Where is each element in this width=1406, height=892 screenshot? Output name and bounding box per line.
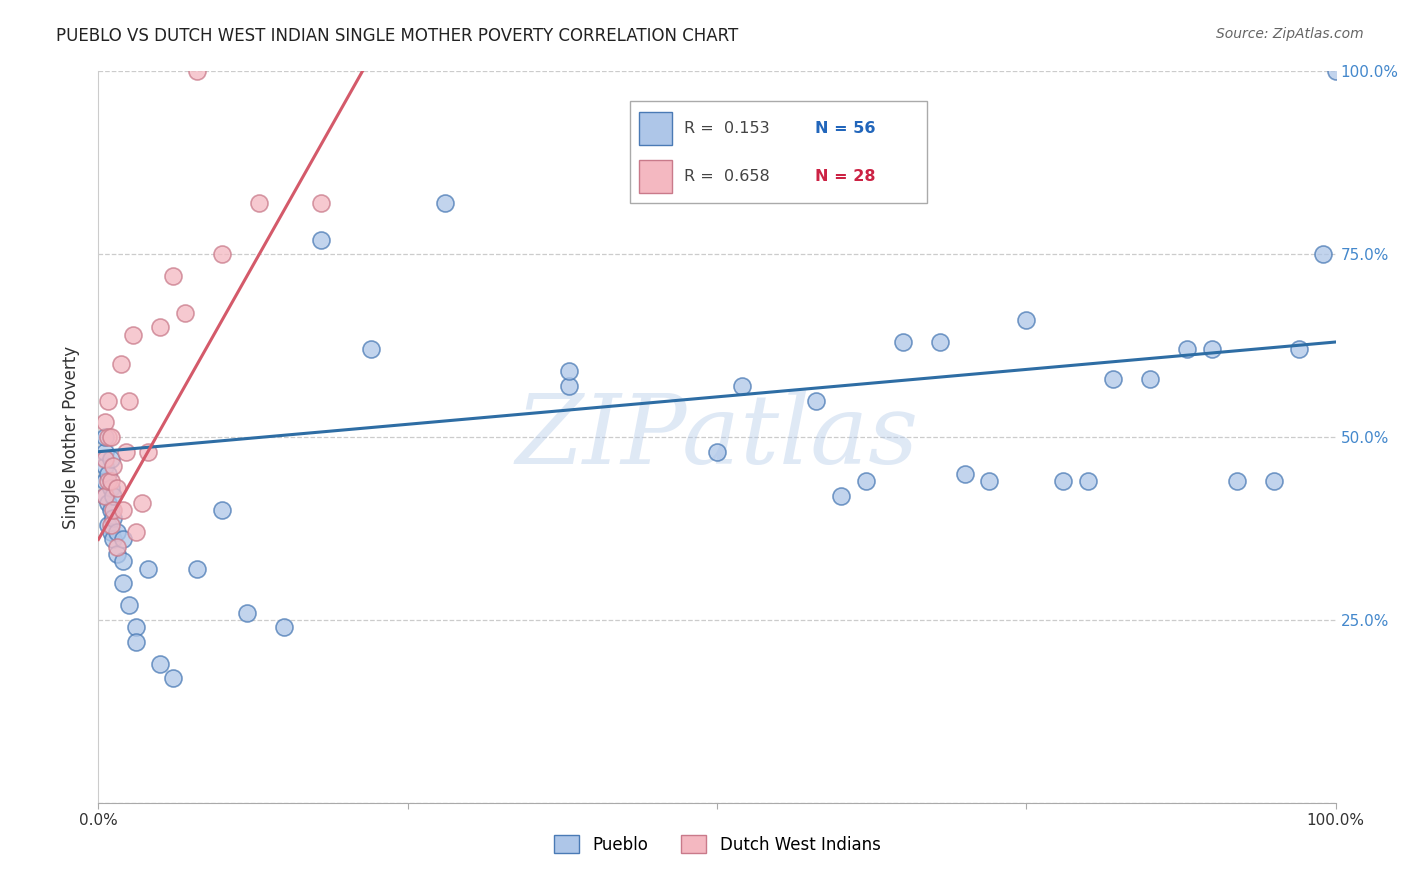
Point [97, 393, 120, 408]
Point [93, 489, 115, 503]
Point [122, 327, 145, 342]
Point [731, 379, 754, 393]
Point [236, 606, 259, 620]
Point [124, 525, 146, 540]
Point [706, 444, 728, 458]
Point [97, 517, 120, 532]
Point [149, 320, 172, 334]
Point [928, 334, 950, 349]
Point [110, 357, 132, 371]
Point [97, 430, 120, 444]
Point [93, 416, 115, 430]
Point [105, 547, 128, 561]
Point [1139, 371, 1161, 385]
Point [93, 452, 115, 467]
Point [100, 430, 122, 444]
Point [1052, 474, 1074, 488]
Point [1201, 343, 1223, 357]
Point [855, 474, 877, 488]
Point [891, 334, 914, 349]
Point [557, 379, 579, 393]
Text: Source: ZipAtlas.com: Source: ZipAtlas.com [1216, 27, 1364, 41]
Point [186, 562, 208, 576]
Point [93, 459, 115, 474]
Y-axis label: Single Mother Poverty: Single Mother Poverty [62, 345, 80, 529]
Point [1077, 474, 1099, 488]
Point [103, 459, 125, 474]
Point [97, 474, 120, 488]
Point [211, 503, 233, 517]
Point [103, 510, 125, 524]
Point [136, 562, 159, 576]
Point [433, 196, 456, 211]
Point [1312, 247, 1334, 261]
Point [804, 393, 827, 408]
Text: ZIPatlas: ZIPatlas [516, 390, 918, 484]
Point [112, 554, 135, 568]
Point [149, 657, 172, 671]
Point [1102, 371, 1125, 385]
Point [97, 496, 120, 510]
Point [100, 481, 122, 495]
Point [211, 247, 233, 261]
Point [93, 474, 115, 488]
Point [112, 503, 135, 517]
Point [1263, 474, 1285, 488]
Point [103, 503, 125, 517]
Point [100, 503, 122, 517]
Point [118, 393, 141, 408]
Point [174, 306, 197, 320]
Point [114, 444, 136, 458]
Point [247, 196, 270, 211]
Point [105, 540, 128, 554]
Point [100, 517, 122, 532]
Point [1226, 474, 1249, 488]
Point [186, 64, 208, 78]
Point [131, 496, 153, 510]
Point [1324, 64, 1347, 78]
Point [979, 474, 1001, 488]
Point [124, 635, 146, 649]
Point [1288, 343, 1310, 357]
Point [118, 599, 141, 613]
Point [100, 525, 122, 540]
Point [136, 444, 159, 458]
Text: PUEBLO VS DUTCH WEST INDIAN SINGLE MOTHER POVERTY CORRELATION CHART: PUEBLO VS DUTCH WEST INDIAN SINGLE MOTHE… [56, 27, 738, 45]
Point [953, 467, 976, 481]
Legend: Pueblo, Dutch West Indians: Pueblo, Dutch West Indians [547, 829, 887, 860]
Point [105, 525, 128, 540]
Point [100, 474, 122, 488]
Point [360, 343, 382, 357]
Point [93, 444, 115, 458]
Point [105, 481, 128, 495]
Point [309, 233, 332, 247]
Point [100, 452, 122, 467]
Point [97, 467, 120, 481]
Point [557, 364, 579, 378]
Point [103, 533, 125, 547]
Point [1015, 313, 1038, 327]
Point [162, 269, 184, 284]
Point [830, 489, 852, 503]
Point [93, 430, 115, 444]
Point [309, 196, 332, 211]
Point [112, 533, 135, 547]
Point [103, 489, 125, 503]
Point [1175, 343, 1198, 357]
Point [124, 620, 146, 634]
Point [93, 489, 115, 503]
Point [162, 672, 184, 686]
Point [273, 620, 295, 634]
Point [112, 576, 135, 591]
